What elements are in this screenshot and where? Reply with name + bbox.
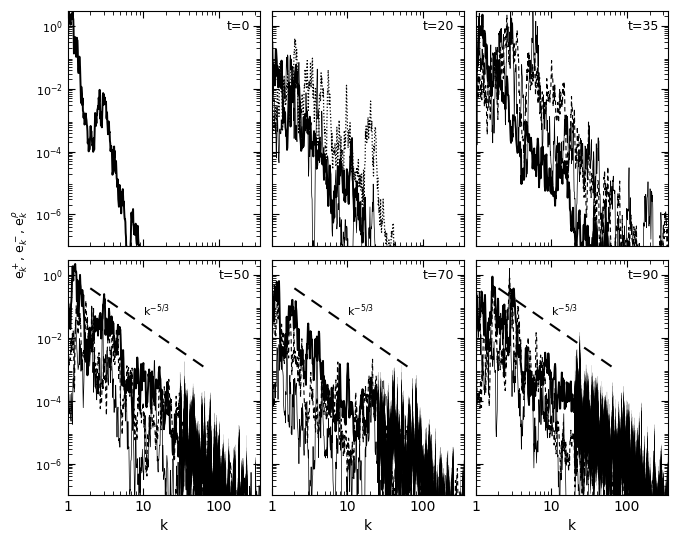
- Text: k$^{-5/3}$: k$^{-5/3}$: [142, 302, 169, 319]
- Text: t=35: t=35: [627, 20, 659, 33]
- Text: e$^+_k$, e$^-_k$, e$^\rho_k$: e$^+_k$, e$^-_k$, e$^\rho_k$: [10, 211, 30, 279]
- X-axis label: k: k: [364, 520, 372, 534]
- Text: k$^{-5/3}$: k$^{-5/3}$: [347, 302, 374, 319]
- Text: t=70: t=70: [423, 269, 454, 282]
- X-axis label: k: k: [160, 520, 168, 534]
- Text: t=20: t=20: [423, 20, 454, 33]
- Text: t=50: t=50: [219, 269, 250, 282]
- Text: t=0: t=0: [227, 20, 250, 33]
- X-axis label: k: k: [568, 520, 576, 534]
- Text: k$^{-5/3}$: k$^{-5/3}$: [551, 302, 578, 319]
- Text: t=90: t=90: [627, 269, 659, 282]
